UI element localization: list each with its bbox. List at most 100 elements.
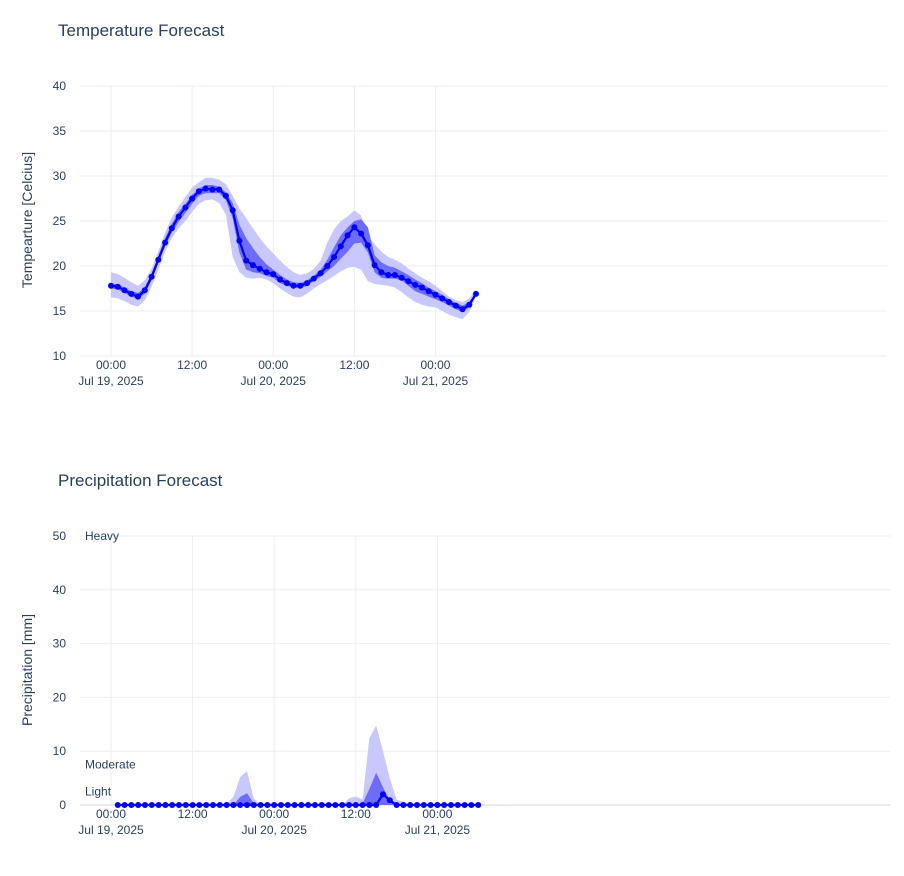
median-point[interactable] (439, 295, 446, 302)
median-point[interactable] (448, 802, 454, 808)
median-point[interactable] (364, 242, 371, 249)
median-point[interactable] (304, 280, 310, 287)
median-point[interactable] (169, 802, 176, 808)
median-point[interactable] (351, 224, 358, 231)
median-point[interactable] (405, 278, 412, 285)
median-point[interactable] (391, 272, 398, 278)
median-point[interactable] (162, 239, 169, 246)
median-point[interactable] (114, 802, 121, 808)
median-point[interactable] (318, 802, 325, 808)
median-point[interactable] (196, 802, 203, 808)
median-point[interactable] (189, 802, 196, 808)
median-point[interactable] (243, 257, 250, 264)
median-point[interactable] (250, 802, 257, 808)
median-point[interactable] (432, 291, 439, 298)
median-point[interactable] (230, 802, 237, 808)
median-point[interactable] (425, 288, 432, 295)
median-point[interactable] (325, 802, 332, 808)
median-point[interactable] (216, 186, 223, 193)
median-point[interactable] (257, 802, 264, 808)
median-point[interactable] (297, 282, 304, 289)
median-point[interactable] (189, 195, 196, 202)
median-point[interactable] (121, 287, 128, 294)
median-point[interactable] (446, 299, 452, 305)
median-point[interactable] (263, 269, 270, 276)
median-point[interactable] (162, 802, 169, 808)
median-point[interactable] (371, 262, 378, 269)
median-point[interactable] (298, 802, 305, 808)
median-point[interactable] (182, 204, 189, 211)
median-point[interactable] (358, 230, 365, 237)
median-point[interactable] (168, 225, 175, 232)
median-point[interactable] (385, 272, 392, 278)
median-point[interactable] (135, 802, 142, 808)
median-point[interactable] (114, 283, 121, 290)
median-point[interactable] (175, 213, 182, 220)
median-point[interactable] (176, 802, 182, 808)
median-point[interactable] (441, 802, 448, 808)
median-point[interactable] (264, 802, 271, 808)
median-point[interactable] (250, 262, 256, 269)
median-point[interactable] (209, 186, 216, 193)
median-point[interactable] (312, 802, 318, 808)
median-point[interactable] (475, 802, 482, 808)
median-point[interactable] (337, 243, 344, 250)
median-point[interactable] (278, 802, 284, 808)
median-point[interactable] (108, 282, 114, 289)
median-point[interactable] (277, 276, 283, 283)
median-point[interactable] (135, 293, 141, 300)
median-point[interactable] (339, 802, 346, 808)
median-point[interactable] (222, 192, 229, 199)
median-point[interactable] (223, 802, 230, 808)
median-point[interactable] (317, 270, 324, 277)
median-point[interactable] (155, 802, 162, 808)
median-point[interactable] (419, 284, 425, 291)
median-point[interactable] (244, 802, 250, 808)
median-point[interactable] (452, 302, 459, 309)
median-point[interactable] (310, 275, 317, 282)
median-point[interactable] (427, 802, 434, 808)
median-point[interactable] (434, 802, 441, 808)
median-point[interactable] (473, 290, 479, 297)
median-point[interactable] (366, 802, 373, 808)
median-point[interactable] (414, 802, 420, 808)
median-point[interactable] (412, 281, 419, 288)
median-point[interactable] (373, 802, 380, 808)
median-point[interactable] (142, 802, 148, 808)
median-point[interactable] (407, 802, 414, 808)
median-point[interactable] (305, 802, 312, 808)
median-point[interactable] (210, 802, 216, 808)
median-point[interactable] (290, 282, 297, 289)
median-point[interactable] (236, 237, 243, 244)
median-point[interactable] (283, 280, 290, 287)
median-point[interactable] (398, 274, 405, 281)
median-point[interactable] (271, 802, 278, 808)
median-point[interactable] (344, 232, 351, 239)
median-point[interactable] (121, 802, 128, 808)
median-point[interactable] (203, 802, 210, 808)
median-point[interactable] (454, 802, 461, 808)
median-point[interactable] (128, 290, 135, 297)
median-point[interactable] (141, 287, 148, 294)
median-point[interactable] (237, 802, 244, 808)
median-point[interactable] (468, 802, 475, 808)
median-point[interactable] (359, 802, 366, 808)
median-point[interactable] (393, 802, 400, 808)
median-point[interactable] (148, 802, 155, 808)
median-point[interactable] (459, 306, 466, 313)
median-point[interactable] (256, 265, 263, 272)
median-point[interactable] (284, 802, 291, 808)
median-point[interactable] (420, 802, 427, 808)
median-point[interactable] (324, 263, 331, 269)
median-point[interactable] (195, 188, 202, 195)
median-point[interactable] (128, 802, 135, 808)
median-point[interactable] (202, 185, 209, 192)
median-point[interactable] (352, 802, 359, 808)
median-point[interactable] (400, 802, 407, 808)
median-point[interactable] (378, 269, 385, 276)
median-point[interactable] (229, 207, 236, 214)
median-point[interactable] (380, 791, 386, 798)
median-point[interactable] (461, 802, 468, 808)
median-point[interactable] (270, 271, 277, 278)
median-point[interactable] (148, 273, 155, 280)
